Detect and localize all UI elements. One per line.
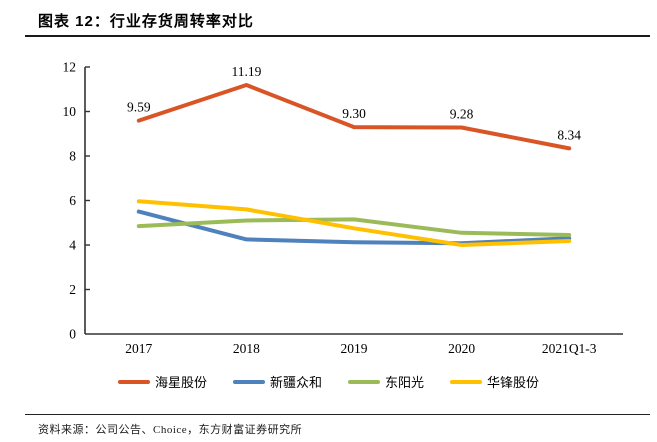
y-tick-label: 10	[63, 104, 77, 119]
legend-item-华锋股份: 华锋股份	[450, 372, 539, 391]
y-tick-label: 12	[63, 60, 77, 75]
series-line-东阳光	[136, 217, 572, 237]
legend-label: 华锋股份	[487, 375, 540, 390]
source-note: 资料来源：公司公告、Choice，东方财富证券研究所	[38, 424, 303, 436]
series-line-海星股份	[136, 83, 572, 151]
data-label: 11.19	[231, 64, 261, 79]
legend-item-新疆众和: 新疆众和	[232, 372, 322, 391]
x-tick-label: 2017	[125, 341, 152, 356]
legend-label: 新疆众和	[269, 375, 322, 390]
line-chart: 0 2 4 6 8 10 12 2017 2018 2019 2020 2021Q1-3 9.59 11.…	[63, 60, 623, 356]
chart-title: 图表 12：行业存货周转率对比	[38, 13, 254, 30]
y-tick-label: 8	[69, 149, 76, 164]
series-line-华锋股份	[136, 199, 572, 247]
legend-swatch	[117, 379, 150, 384]
title-underline	[25, 35, 650, 37]
y-tick-label: 2	[69, 282, 76, 297]
data-label: 9.30	[342, 106, 366, 121]
data-label: 9.59	[127, 100, 151, 115]
x-tick-label: 2020	[448, 341, 475, 356]
x-tick-label: 2018	[233, 341, 260, 356]
legend-item-东阳光: 东阳光	[348, 372, 424, 391]
legend-item-海星股份: 海星股份	[117, 372, 207, 391]
chart-legend: 海星股份 新疆众和 东阳光 华锋股份	[0, 372, 657, 391]
footer-divider	[25, 414, 650, 415]
legend-swatch	[450, 379, 483, 384]
y-tick-label: 6	[69, 193, 76, 208]
legend-swatch	[232, 379, 265, 384]
legend-swatch	[348, 379, 380, 384]
y-tick-label: 4	[69, 238, 76, 253]
x-tick-label: 2019	[341, 341, 368, 356]
data-label: 8.34	[557, 127, 581, 142]
series-line-新疆众和	[136, 209, 572, 246]
data-label: 9.28	[450, 107, 474, 122]
legend-label: 东阳光	[385, 375, 425, 390]
x-tick-label: 2021Q1-3	[542, 341, 597, 356]
y-tick-label: 0	[69, 327, 76, 342]
legend-label: 海星股份	[154, 375, 207, 390]
